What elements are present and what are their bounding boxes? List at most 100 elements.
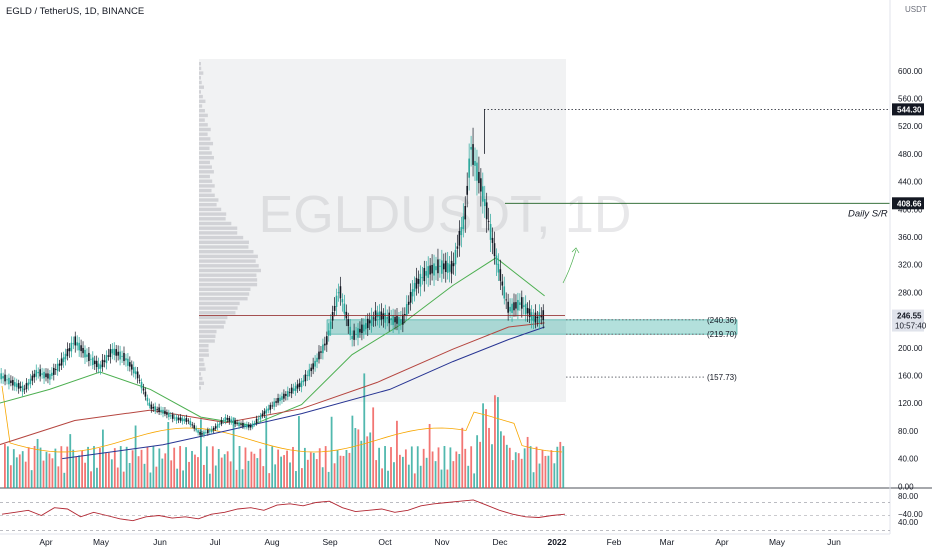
volume-bar	[458, 453, 461, 488]
candle-body	[431, 264, 433, 274]
volume-bar	[479, 441, 481, 488]
volume-bar	[57, 466, 60, 488]
volume-bar	[312, 452, 315, 488]
candle-body	[468, 158, 470, 178]
volume-bar	[499, 431, 502, 488]
candle-body	[304, 374, 307, 382]
candle-body	[259, 415, 262, 420]
candle-body	[68, 348, 71, 352]
candle-body	[327, 330, 330, 336]
time-tick-label: Feb	[607, 537, 622, 547]
volume-bar	[535, 446, 538, 488]
volume-bar	[4, 444, 6, 488]
volume-bar	[173, 447, 176, 488]
candle-body	[148, 402, 151, 406]
candle-body	[288, 392, 291, 394]
volume-bar	[482, 403, 484, 488]
annotations: Daily S/R (240.36) (219.70) (157.73)	[199, 109, 890, 382]
time-tick-label: May	[769, 537, 786, 547]
candle-body	[372, 317, 375, 319]
time-axis: Apr May Jun Jul Aug Sep Oct Nov Dec 2022 Feb Mar Apr…	[0, 533, 890, 547]
candle-body	[95, 360, 98, 368]
candle-body	[115, 349, 117, 356]
candle-body	[210, 428, 213, 432]
candle-body	[179, 417, 182, 421]
volume-profile-bar	[199, 146, 210, 150]
candle-body	[370, 315, 373, 326]
candle-body	[220, 420, 223, 425]
candle-body	[60, 358, 63, 366]
candle-body	[292, 388, 295, 391]
candle-body	[132, 367, 135, 374]
candle-body	[538, 312, 541, 323]
candle-body	[542, 310, 545, 321]
volume-bar	[541, 450, 544, 488]
candle-body	[413, 282, 416, 292]
candle-body	[269, 404, 272, 410]
candle-body	[90, 358, 92, 360]
candle-body	[43, 371, 45, 379]
volume-bar	[244, 447, 247, 488]
volume-bar	[84, 462, 86, 488]
volume-bar	[226, 451, 229, 488]
candle-body	[530, 312, 533, 321]
candle-body	[476, 162, 478, 181]
candle-body	[532, 316, 535, 322]
volume-bar	[494, 395, 496, 488]
candle-body	[519, 302, 521, 306]
volume-profile-bar	[199, 315, 228, 320]
candle-body	[405, 304, 408, 316]
volume-profile-bar	[199, 137, 211, 141]
moving-average-line	[0, 257, 545, 426]
volume-bar	[413, 473, 416, 488]
volume-profile-bar	[199, 76, 201, 80]
candle-body	[47, 373, 49, 379]
candle-body	[333, 306, 336, 311]
candle-body	[290, 387, 293, 394]
candle-body	[443, 263, 445, 270]
price-tick-label: 80.00	[898, 427, 919, 436]
candle-body	[456, 246, 459, 249]
candle-body	[181, 418, 184, 422]
volume-ma-line	[1, 385, 563, 453]
candle-body	[466, 185, 468, 195]
price-tick-label: 40.00	[898, 455, 919, 464]
volume-bar	[217, 448, 220, 488]
volume-bar	[505, 444, 508, 488]
volume-bar	[369, 432, 372, 488]
time-tick-label: Oct	[378, 537, 392, 547]
price-marker	[892, 197, 924, 210]
candle-body	[470, 146, 472, 150]
candle-body	[267, 408, 270, 411]
time-tick-label: Sep	[322, 537, 337, 547]
volume-bar	[274, 464, 277, 488]
volume-bar	[102, 429, 104, 488]
candle-body	[216, 424, 219, 428]
volume-bar	[559, 441, 562, 488]
price-tick-label: 480.00	[898, 150, 923, 159]
candle-body	[388, 312, 390, 324]
candle-body	[246, 424, 248, 428]
candle-body	[189, 421, 192, 426]
candle-body	[446, 262, 449, 273]
price-tick-label: −40.00	[898, 510, 923, 519]
candle-body	[402, 314, 404, 325]
candle-body	[78, 342, 80, 351]
candle-body	[257, 418, 260, 420]
volume-bar	[6, 446, 9, 488]
symbol-header[interactable]: EGLD / TetherUS, 1D, BINANCE	[6, 6, 145, 17]
candle-body	[312, 363, 314, 370]
volume-bar	[250, 451, 253, 488]
volume-bar	[333, 463, 336, 488]
volume-profile-bar	[199, 127, 211, 132]
candle-body	[105, 355, 108, 364]
volume-bar	[158, 448, 161, 488]
candle-body	[329, 321, 332, 329]
volume-bar	[354, 428, 357, 488]
volume-profile-bar	[199, 250, 254, 254]
candle-body	[131, 364, 133, 370]
candle-body	[429, 265, 431, 275]
candle-body	[421, 277, 424, 279]
candle-body	[64, 353, 67, 360]
